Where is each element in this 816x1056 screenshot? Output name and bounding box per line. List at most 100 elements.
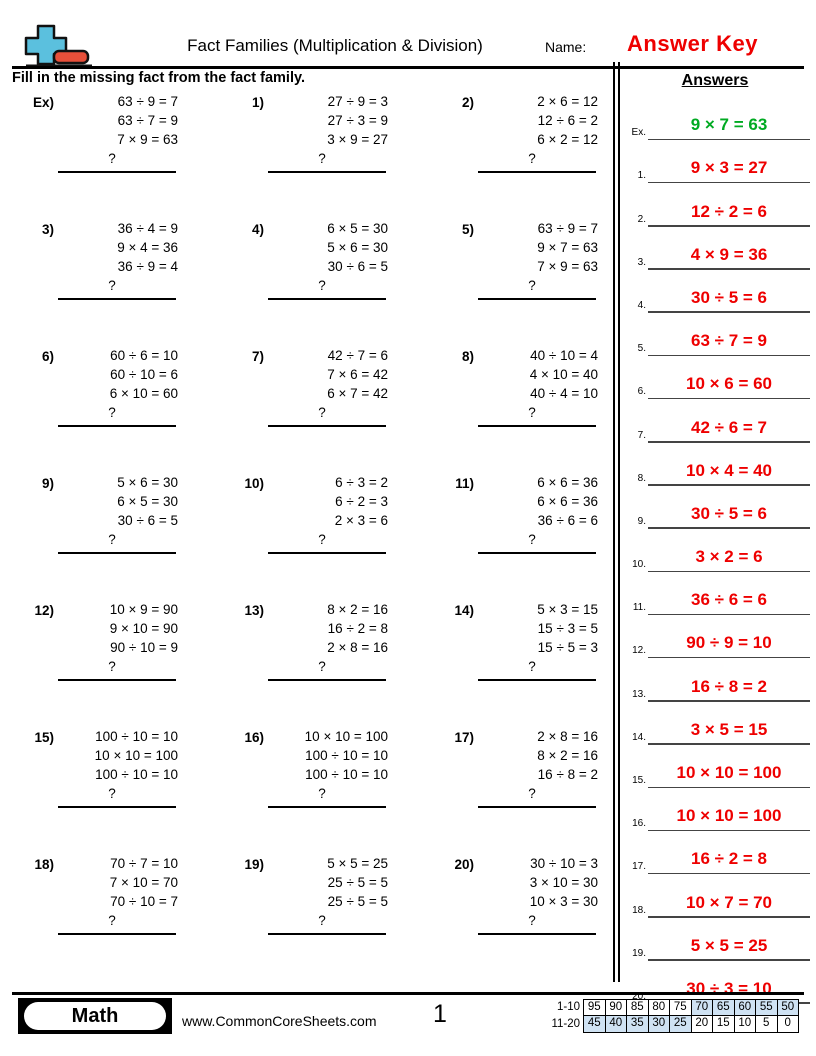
- answer-number: Ex.: [631, 127, 646, 139]
- score-cell[interactable]: 0: [776, 1015, 799, 1033]
- score-cell[interactable]: 50: [776, 999, 799, 1016]
- score-cell[interactable]: 90: [604, 999, 627, 1016]
- fact-line: 6 × 6 = 36: [537, 494, 598, 509]
- worksheet-problems: Ex) 63 ÷ 9 = 7 63 ÷ 7 = 9 7 × 9 = 63? 1) 27 ÷…: [0, 92, 612, 982]
- fact-line: 40 ÷ 10 = 4: [530, 348, 598, 363]
- problem-number: 12): [34, 603, 54, 618]
- problem-row: 15) 100 ÷ 10 = 10 10 × 10 = 100 100 ÷ 10 = …: [0, 727, 612, 854]
- answer-write-line[interactable]: [58, 171, 176, 173]
- answer-value: 30 ÷ 3 = 10: [686, 978, 772, 998]
- answer-number: 6.: [637, 386, 646, 398]
- answer-write-line[interactable]: [478, 298, 596, 300]
- answer-write-line[interactable]: [478, 679, 596, 681]
- answer-row: 18. 10 × 7 = 70: [622, 877, 816, 920]
- fact-line: 10 × 10 = 100: [94, 748, 178, 763]
- score-cell[interactable]: 5: [755, 1015, 778, 1033]
- fact-line: 5 × 6 = 30: [117, 475, 178, 490]
- answer-write-line[interactable]: [478, 933, 596, 935]
- score-cell[interactable]: 25: [669, 1015, 692, 1033]
- answer-number: 10.: [632, 559, 646, 571]
- subject-badge: Math: [18, 998, 172, 1034]
- answer-underline: [648, 743, 810, 745]
- score-cell[interactable]: 20: [690, 1015, 713, 1033]
- problem-17: 17) 2 × 8 = 16 8 × 2 = 16 16 ÷ 8 = 2?: [432, 727, 628, 847]
- panel-divider-outer: [613, 62, 615, 982]
- site-url-link[interactable]: www.CommonCoreSheets.com: [182, 1013, 377, 1029]
- answer-write-line[interactable]: [58, 679, 176, 681]
- score-cell[interactable]: 65: [712, 999, 735, 1016]
- answer-write-line[interactable]: [478, 171, 596, 173]
- score-cell[interactable]: 30: [647, 1015, 670, 1033]
- answer-write-line[interactable]: [478, 806, 596, 808]
- missing-fact-placeholder: ?: [528, 278, 536, 293]
- missing-fact-placeholder: ?: [108, 151, 116, 166]
- answer-write-line[interactable]: [268, 298, 386, 300]
- problem-3: 3) 36 ÷ 4 = 9 9 × 4 = 36 36 ÷ 9 = 4?: [12, 219, 208, 339]
- fact-family-list: 60 ÷ 6 = 10 60 ÷ 10 = 6 6 × 10 = 60?: [60, 346, 178, 422]
- fact-line: 6 × 5 = 30: [327, 221, 388, 236]
- score-cell[interactable]: 45: [583, 1015, 606, 1033]
- fact-line: 2 × 8 = 16: [327, 640, 388, 655]
- answer-write-line[interactable]: [478, 552, 596, 554]
- answer-write-line[interactable]: [268, 933, 386, 935]
- fact-line: 7 × 9 = 63: [117, 132, 178, 147]
- answer-write-line[interactable]: [58, 806, 176, 808]
- problem-row: Ex) 63 ÷ 9 = 7 63 ÷ 7 = 9 7 × 9 = 63? 1) 27 ÷…: [0, 92, 612, 219]
- problem-11: 11) 6 × 6 = 36 6 × 6 = 36 36 ÷ 6 = 6?: [432, 473, 628, 593]
- answer-number: 12.: [632, 645, 646, 657]
- fact-line: 30 ÷ 10 = 3: [530, 856, 598, 871]
- fact-line: 10 × 3 = 30: [529, 894, 598, 909]
- answer-write-line[interactable]: [58, 298, 176, 300]
- answer-write-line[interactable]: [268, 806, 386, 808]
- score-cell[interactable]: 15: [712, 1015, 735, 1033]
- problem-8: 8) 40 ÷ 10 = 4 4 × 10 = 40 40 ÷ 4 = 10?: [432, 346, 628, 466]
- missing-fact-placeholder: ?: [318, 659, 326, 674]
- score-cell[interactable]: 85: [626, 999, 649, 1016]
- score-cell[interactable]: 40: [604, 1015, 627, 1033]
- answer-write-line[interactable]: [268, 552, 386, 554]
- score-cell[interactable]: 75: [669, 999, 692, 1016]
- problem-number: 11): [455, 476, 474, 491]
- score-cell[interactable]: 95: [583, 999, 606, 1016]
- answer-value: 16 ÷ 8 = 2: [691, 676, 767, 696]
- fact-line: 5 × 3 = 15: [537, 602, 598, 617]
- answer-value: 90 ÷ 9 = 10: [686, 633, 772, 653]
- problem-15: 15) 100 ÷ 10 = 10 10 × 10 = 100 100 ÷ 10 = …: [12, 727, 208, 847]
- fact-line: 70 ÷ 7 = 10: [110, 856, 178, 871]
- problem-2: 2) 2 × 6 = 12 12 ÷ 6 = 2 6 × 2 = 12?: [432, 92, 628, 212]
- answer-write-line[interactable]: [478, 425, 596, 427]
- answer-write-line[interactable]: [58, 425, 176, 427]
- problem-1: 1) 27 ÷ 9 = 3 27 ÷ 3 = 9 3 × 9 = 27?: [222, 92, 418, 212]
- fact-family-list: 8 × 2 = 16 16 ÷ 2 = 8 2 × 8 = 16?: [270, 600, 388, 676]
- answer-write-line[interactable]: [58, 933, 176, 935]
- score-grid-row: 11-20 45 40 35 30 25 20 15 10 5 0: [532, 1015, 799, 1033]
- score-cell[interactable]: 80: [647, 999, 670, 1016]
- fact-family-list: 6 ÷ 3 = 2 6 ÷ 2 = 3 2 × 3 = 6?: [270, 473, 388, 549]
- score-cell[interactable]: 70: [690, 999, 713, 1016]
- answer-write-line[interactable]: [268, 679, 386, 681]
- fact-line: 25 ÷ 5 = 5: [327, 894, 388, 909]
- fact-line: 70 ÷ 10 = 7: [110, 894, 178, 909]
- problem-10: 10) 6 ÷ 3 = 2 6 ÷ 2 = 3 2 × 3 = 6?: [222, 473, 418, 593]
- missing-fact-placeholder: ?: [108, 786, 116, 801]
- score-cell[interactable]: 35: [626, 1015, 649, 1033]
- answer-value-example: 9 × 7 = 63: [690, 115, 768, 135]
- answer-number: 7.: [637, 429, 646, 441]
- fact-line: 7 × 9 = 63: [537, 259, 598, 274]
- fact-family-list: 40 ÷ 10 = 4 4 × 10 = 40 40 ÷ 4 = 10?: [480, 346, 598, 422]
- fact-line: 7 × 6 = 42: [327, 367, 388, 382]
- answer-write-line[interactable]: [268, 171, 386, 173]
- subject-badge-pill: Math: [24, 1002, 166, 1030]
- answer-number: 4.: [637, 299, 646, 311]
- answer-write-line[interactable]: [268, 425, 386, 427]
- fact-line: 6 × 2 = 12: [537, 132, 598, 147]
- answer-number: 19.: [632, 947, 646, 959]
- answer-number: 13.: [632, 688, 646, 700]
- score-cell[interactable]: 10: [733, 1015, 756, 1033]
- answer-write-line[interactable]: [58, 552, 176, 554]
- fact-family-list: 100 ÷ 10 = 10 10 × 10 = 100 100 ÷ 10 = 10?: [60, 727, 178, 803]
- score-cell[interactable]: 55: [755, 999, 778, 1016]
- score-cell[interactable]: 60: [733, 999, 756, 1016]
- fact-family-list: 30 ÷ 10 = 3 3 × 10 = 30 10 × 3 = 30?: [480, 854, 598, 930]
- missing-fact-placeholder: ?: [108, 278, 116, 293]
